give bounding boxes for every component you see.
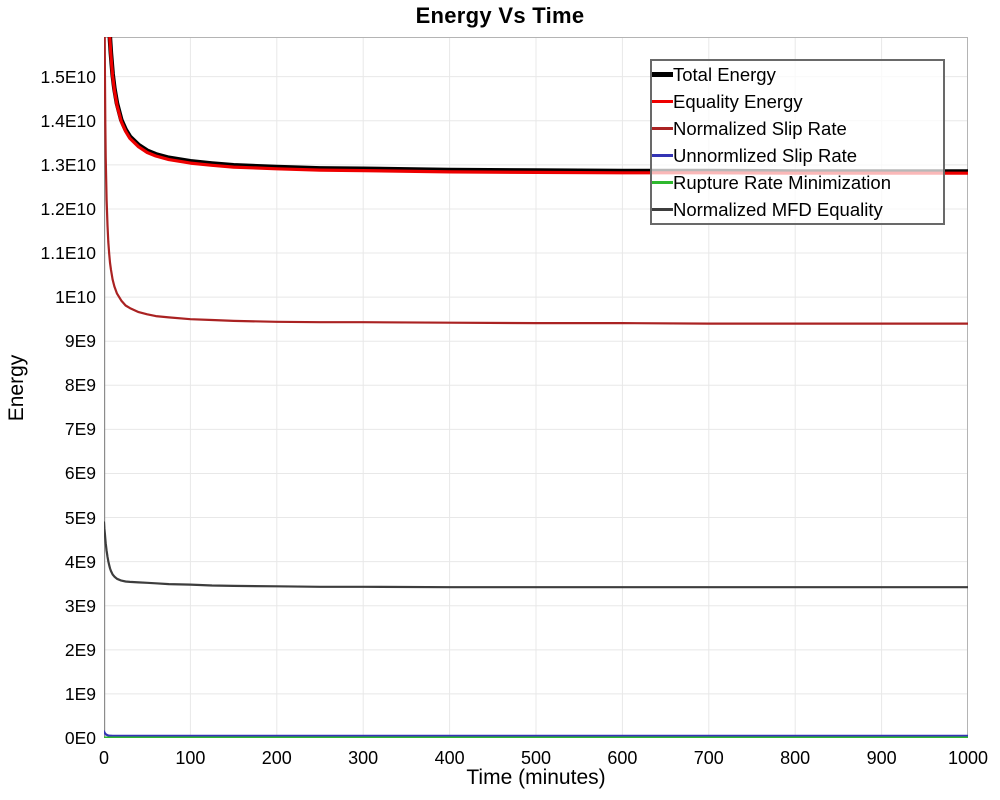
series-line-unnormlized-slip-rate bbox=[104, 730, 968, 737]
x-tick-label: 1000 bbox=[947, 748, 989, 768]
chart-title: Energy Vs Time bbox=[415, 3, 585, 28]
legend-item: Total Energy bbox=[652, 61, 943, 88]
series-line-normalized-slip-rate bbox=[104, 37, 968, 325]
y-tick-label: 1E10 bbox=[55, 287, 96, 308]
legend-item: Unnormlized Slip Rate bbox=[652, 142, 943, 169]
x-tick-label: 200 bbox=[261, 748, 292, 768]
y-tick-label: 5E9 bbox=[64, 507, 96, 528]
x-tick-label: 700 bbox=[693, 748, 724, 768]
legend-swatch-line bbox=[652, 127, 673, 130]
y-tick-label: 2E9 bbox=[64, 639, 96, 660]
legend-label: Normalized Slip Rate bbox=[673, 117, 847, 139]
y-tick-label: 1.1E10 bbox=[40, 243, 96, 264]
x-tick-label: 100 bbox=[175, 748, 206, 768]
series-line-normalized-mfd-equality bbox=[104, 521, 968, 589]
series-line-equality-energy bbox=[108, 37, 968, 175]
legend-item: Normalized Slip Rate bbox=[652, 115, 943, 142]
x-tick-label: 800 bbox=[780, 748, 811, 768]
legend-item: Equality Energy bbox=[652, 88, 943, 115]
legend: Total Energy Equality Energy Normalized Sl… bbox=[650, 59, 945, 225]
y-tick-label: 1.2E10 bbox=[40, 198, 96, 219]
y-tick-label: 9E9 bbox=[64, 331, 96, 352]
x-tick-label: 900 bbox=[866, 748, 897, 768]
legend-swatch-line bbox=[652, 72, 673, 77]
x-tick-label: 300 bbox=[348, 748, 379, 768]
legend-label: Normalized MFD Equality bbox=[673, 198, 883, 220]
legend-swatch-line bbox=[652, 99, 673, 104]
legend-item: Rupture Rate Minimization bbox=[652, 169, 943, 196]
y-tick-label: 0E0 bbox=[64, 728, 96, 748]
legend-item: Normalized MFD Equality bbox=[652, 196, 943, 223]
y-tick-label: 4E9 bbox=[64, 551, 96, 572]
legend-label: Total Energy bbox=[673, 63, 776, 85]
x-axis-label: Time (minutes) bbox=[466, 766, 606, 789]
x-tick-label: 500 bbox=[520, 748, 552, 768]
legend-label: Unnormlized Slip Rate bbox=[673, 144, 858, 166]
y-tick-label: 1.4E10 bbox=[40, 110, 96, 131]
legend-swatch-line bbox=[652, 181, 673, 184]
y-tick-label: 6E9 bbox=[64, 463, 96, 484]
x-tick-label: 600 bbox=[607, 748, 638, 768]
y-tick-label: 1E9 bbox=[64, 683, 96, 704]
legend-label: Rupture Rate Minimization bbox=[673, 171, 891, 193]
x-tick-label: 400 bbox=[434, 748, 465, 768]
legend-swatch-line bbox=[652, 208, 673, 211]
y-tick-label: 1.5E10 bbox=[40, 66, 96, 87]
legend-label: Equality Energy bbox=[673, 90, 803, 112]
y-tick-label: 1.3E10 bbox=[40, 154, 96, 175]
y-tick-label: 3E9 bbox=[64, 595, 96, 616]
y-tick-label: 7E9 bbox=[64, 419, 96, 440]
legend-swatch-line bbox=[652, 154, 673, 157]
y-tick-label: 8E9 bbox=[64, 375, 96, 396]
x-tick-label: 0 bbox=[98, 748, 109, 768]
